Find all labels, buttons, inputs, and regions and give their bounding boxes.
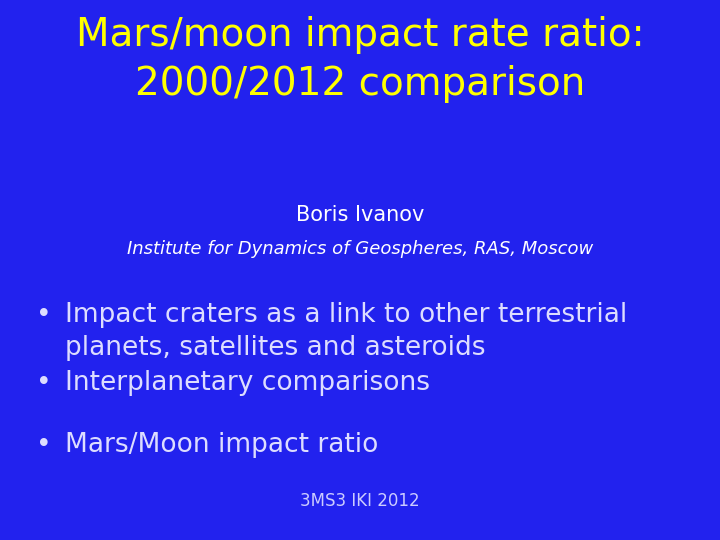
- Text: Boris Ivanov: Boris Ivanov: [296, 205, 424, 225]
- Text: Mars/moon impact rate ratio:
2000/2012 comparison: Mars/moon impact rate ratio: 2000/2012 c…: [76, 16, 644, 103]
- Text: •: •: [36, 370, 52, 396]
- Text: Interplanetary comparisons: Interplanetary comparisons: [65, 370, 430, 396]
- Text: Impact craters as a link to other terrestrial
planets, satellites and asteroids: Impact craters as a link to other terres…: [65, 302, 627, 361]
- Text: 3MS3 IKI 2012: 3MS3 IKI 2012: [300, 492, 420, 510]
- Text: •: •: [36, 302, 52, 328]
- Text: Institute for Dynamics of Geospheres, RAS, Moscow: Institute for Dynamics of Geospheres, RA…: [127, 240, 593, 258]
- Text: Mars/Moon impact ratio: Mars/Moon impact ratio: [65, 432, 378, 458]
- Text: •: •: [36, 432, 52, 458]
